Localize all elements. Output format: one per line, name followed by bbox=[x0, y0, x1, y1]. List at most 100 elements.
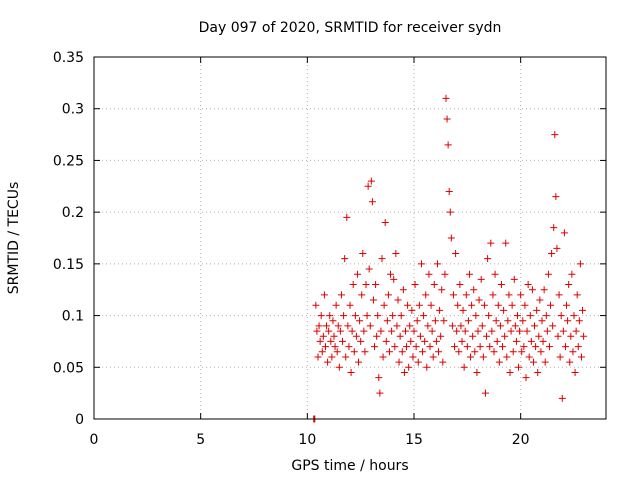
data-point bbox=[406, 322, 414, 330]
data-point bbox=[497, 281, 505, 289]
data-point bbox=[451, 343, 459, 351]
data-point bbox=[315, 322, 323, 330]
data-point bbox=[379, 353, 387, 361]
data-point bbox=[330, 332, 338, 340]
grid-lines bbox=[94, 57, 606, 419]
data-point bbox=[343, 213, 351, 221]
data-point bbox=[495, 358, 503, 366]
data-point bbox=[507, 327, 515, 335]
data-point bbox=[423, 363, 431, 371]
data-point bbox=[429, 353, 437, 361]
y-axis-label: SRMTID / TECUs bbox=[6, 182, 22, 295]
data-point bbox=[463, 343, 471, 351]
x-tick-label: 15 bbox=[405, 432, 423, 448]
data-point bbox=[363, 312, 371, 320]
data-point bbox=[528, 286, 536, 294]
data-point bbox=[502, 239, 510, 247]
data-point bbox=[433, 260, 441, 268]
data-point bbox=[551, 131, 559, 139]
data-point bbox=[419, 348, 427, 356]
data-point bbox=[486, 343, 494, 351]
data-point bbox=[324, 358, 332, 366]
data-point bbox=[340, 312, 348, 320]
data-point bbox=[499, 343, 507, 351]
data-point bbox=[501, 332, 509, 340]
data-point bbox=[317, 312, 325, 320]
data-point bbox=[342, 353, 350, 361]
data-point bbox=[352, 332, 360, 340]
data-point bbox=[520, 343, 528, 351]
data-point bbox=[492, 317, 500, 325]
data-point bbox=[364, 182, 372, 190]
data-point bbox=[388, 327, 396, 335]
data-point bbox=[518, 348, 526, 356]
data-point bbox=[567, 332, 575, 340]
data-point bbox=[559, 327, 567, 335]
data-point bbox=[471, 348, 479, 356]
data-point bbox=[580, 332, 588, 340]
data-point bbox=[337, 291, 345, 299]
data-point bbox=[536, 296, 544, 304]
data-point bbox=[493, 337, 501, 345]
data-point bbox=[431, 317, 439, 325]
data-point bbox=[532, 343, 540, 351]
data-point bbox=[496, 322, 504, 330]
data-point bbox=[328, 353, 336, 361]
data-point bbox=[366, 322, 374, 330]
data-point bbox=[339, 337, 347, 345]
data-point bbox=[396, 332, 404, 340]
data-point bbox=[441, 270, 449, 278]
data-point bbox=[543, 327, 551, 335]
data-point bbox=[316, 337, 324, 345]
data-point bbox=[414, 358, 422, 366]
data-point bbox=[422, 291, 430, 299]
data-point bbox=[468, 301, 476, 309]
data-point bbox=[547, 301, 555, 309]
data-point bbox=[541, 358, 549, 366]
data-point bbox=[557, 312, 565, 320]
y-tick-label: 0.05 bbox=[53, 360, 84, 376]
y-tick-label: 0.2 bbox=[62, 205, 84, 221]
data-point bbox=[460, 363, 468, 371]
data-point bbox=[561, 343, 569, 351]
data-point bbox=[521, 301, 529, 309]
data-point bbox=[427, 301, 435, 309]
x-axis-label: GPS time / hours bbox=[291, 458, 408, 474]
data-point bbox=[448, 322, 456, 330]
data-point bbox=[413, 317, 421, 325]
data-point bbox=[556, 353, 564, 361]
data-point bbox=[555, 291, 563, 299]
data-point bbox=[320, 291, 328, 299]
data-point bbox=[575, 317, 583, 325]
data-point bbox=[321, 343, 329, 351]
data-point bbox=[446, 208, 454, 216]
y-tick-label: 0.1 bbox=[62, 309, 84, 325]
data-point bbox=[392, 250, 400, 258]
data-point bbox=[334, 322, 342, 330]
data-point bbox=[550, 224, 558, 232]
data-point bbox=[394, 296, 402, 304]
data-point bbox=[572, 327, 580, 335]
data-point bbox=[408, 306, 416, 314]
data-point bbox=[462, 291, 470, 299]
data-point bbox=[417, 260, 425, 268]
data-point bbox=[535, 332, 543, 340]
data-point bbox=[545, 343, 553, 351]
data-point bbox=[527, 337, 535, 345]
data-point bbox=[426, 343, 434, 351]
data-point bbox=[369, 296, 377, 304]
data-point bbox=[569, 348, 577, 356]
y-tick-label: 0.35 bbox=[53, 50, 84, 66]
data-point bbox=[397, 312, 405, 320]
data-point bbox=[390, 275, 398, 283]
data-point bbox=[579, 306, 587, 314]
data-point bbox=[356, 317, 364, 325]
data-point bbox=[384, 291, 392, 299]
data-point bbox=[375, 374, 383, 382]
data-point bbox=[385, 348, 393, 356]
data-point bbox=[318, 348, 326, 356]
x-tick-label: 5 bbox=[196, 432, 205, 448]
data-point bbox=[365, 265, 373, 273]
data-point bbox=[558, 394, 566, 402]
data-point bbox=[549, 322, 557, 330]
